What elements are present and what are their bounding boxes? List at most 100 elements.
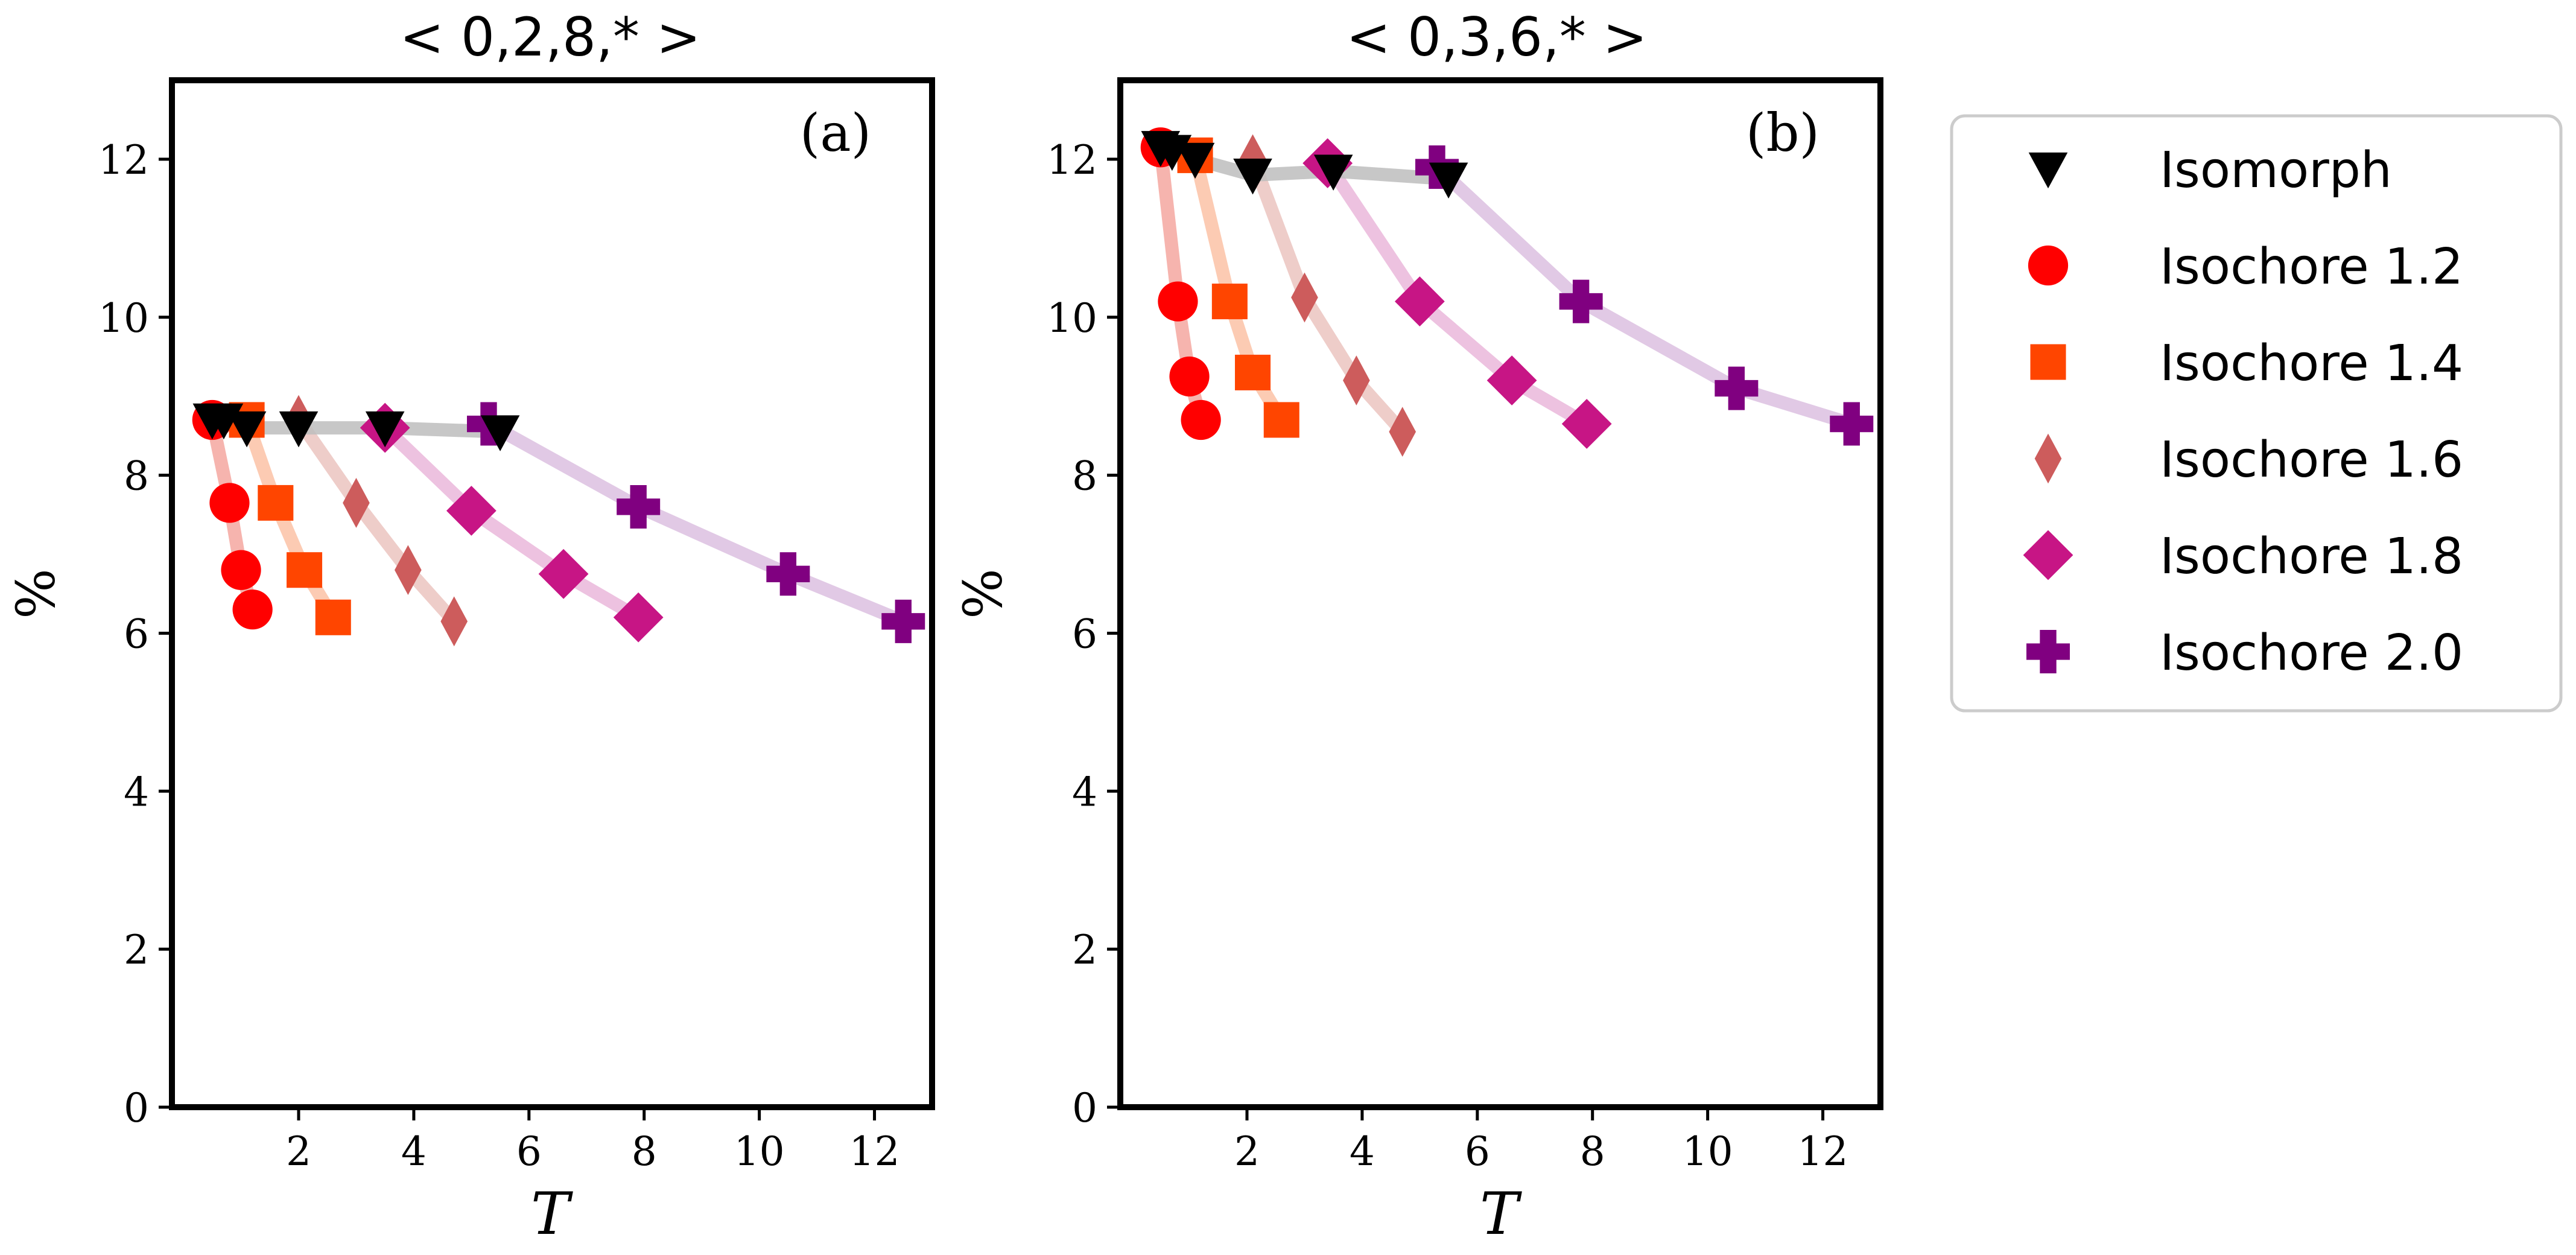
panel-a-xtick-label: 2 — [286, 1128, 311, 1175]
panel-b-isomorph-point — [1313, 154, 1353, 191]
panel-b-isomorph-point — [1175, 142, 1215, 179]
panel-b: < 0,3,6,* > 2 4 6 8 10 12 0 2 4 6 8 10 12 (b) T % — [952, 6, 1883, 1248]
panel-b-ytick-label: 2 — [1072, 927, 1097, 973]
panel-b-ytick-label: 4 — [1072, 769, 1097, 815]
legend-isochore-1-6-marker — [2034, 433, 2062, 484]
panel-b-isochore-1-4-point — [1211, 284, 1248, 320]
panel-b-isochore-1-2-point — [1169, 356, 1210, 397]
panel-b-isochore-2-0-point — [1559, 279, 1603, 323]
panel-b-frame — [1117, 77, 1883, 1110]
panel-a-isochore-1-8-point — [613, 592, 664, 643]
panel-b-markers — [1140, 127, 1874, 457]
legend-entry-isochore-1-2: Isochore 1.2 — [2028, 238, 2463, 296]
panel-a-isomorph-point — [279, 411, 319, 448]
panel-b-isochore-1-2-point — [1158, 281, 1198, 322]
panel-a-xtick-label: 12 — [849, 1128, 900, 1175]
legend-entry-isochore-1-8: Isochore 1.8 — [2023, 528, 2463, 585]
legend-isochore-1-2-label: Isochore 1.2 — [2160, 238, 2463, 296]
panel-a-ytick-label: 12 — [98, 137, 149, 183]
panel-b-xtick-label: 12 — [1798, 1128, 1848, 1175]
legend-entries: Isomorph Isochore 1.2 Isochore 1.4 Isochore… — [2023, 142, 2463, 682]
legend-isochore-2-0-label: Isochore 2.0 — [2160, 624, 2463, 682]
panel-b-isochore-2-0-point — [1715, 366, 1759, 410]
panel-b-isochore-1-2-line — [1153, 141, 1208, 427]
panel-b-ytick-label: 10 — [1047, 295, 1097, 342]
panel-a-xtick-label: 6 — [516, 1128, 542, 1175]
panel-b-isochore-2-0-line — [1430, 160, 1859, 431]
legend-entry-isomorph: Isomorph — [2028, 142, 2392, 199]
panel-a-isochore-1-4-line — [240, 413, 340, 624]
panel-a-isochore-1-6-point — [395, 545, 422, 596]
panel-b-isochore-1-8-point — [1486, 355, 1537, 405]
panel-a: < 0,2,8,* > 2 4 6 8 10 12 0 2 4 6 8 10 12 (a) T % — [5, 6, 935, 1248]
panel-a-xtick-label: 10 — [734, 1128, 785, 1175]
panel-b-xtick-label: 2 — [1234, 1128, 1260, 1175]
panel-a-xlabel: T — [531, 1180, 573, 1248]
panel-a-ytick-label: 0 — [124, 1085, 149, 1131]
legend-isochore-1-2-marker — [2028, 245, 2069, 286]
panel-b-ytick-label: 0 — [1072, 1085, 1097, 1131]
panel-a-isochore-1-8-point — [538, 548, 589, 599]
panel-a-isochore-1-2-point — [221, 550, 261, 590]
panel-b-label: (b) — [1746, 103, 1819, 164]
legend-isochore-2-0-marker — [2026, 630, 2070, 673]
legend-entry-isochore-1-4: Isochore 1.4 — [2030, 335, 2463, 392]
panel-a-title: < 0,2,8,* > — [399, 6, 700, 68]
panel-a-ytick-label: 8 — [124, 453, 149, 500]
panel-b-ytick-label: 8 — [1072, 453, 1097, 500]
legend-isomorph-label: Isomorph — [2160, 142, 2392, 199]
panel-b-isochore-1-4-line — [1188, 148, 1289, 427]
panel-a-xtick-label: 8 — [632, 1128, 657, 1175]
panel-a-isochore-1-4-point — [258, 485, 294, 521]
panel-b-ytick-label: 6 — [1072, 611, 1097, 657]
panel-a-ylabel: % — [5, 568, 67, 619]
legend: Isomorph Isochore 1.2 Isochore 1.4 Isochore… — [1950, 114, 2563, 713]
panel-b-isomorph-point — [1233, 158, 1272, 195]
panel-a-isochore-2-0-point — [766, 552, 810, 596]
panel-b-title: < 0,3,6,* > — [1346, 6, 1647, 68]
panel-a-isochore-1-8-point — [446, 486, 496, 536]
panel-b-isochore-1-6-point — [1343, 355, 1370, 405]
panel-a-isochore-1-2-point — [232, 589, 273, 630]
panel-b-xticks: 2 4 6 8 10 12 — [1234, 1107, 1848, 1175]
panel-b-isochore-1-2-point — [1181, 399, 1221, 440]
panel-a-isochore-1-2-line — [205, 413, 259, 617]
legend-isochore-1-8-label: Isochore 1.8 — [2160, 528, 2463, 585]
panel-a-isochore-1-2-point — [209, 483, 250, 523]
legend-box — [1950, 114, 2563, 713]
panel-a-label: (a) — [800, 103, 871, 164]
panel-b-isochore-1-6-line — [1246, 152, 1409, 439]
panel-a-isochore-2-0-point — [881, 599, 925, 643]
panel-a-isochore-1-6-line — [292, 413, 461, 628]
panel-b-isochore-1-4-point — [1235, 354, 1271, 390]
panel-a-isomorph-point — [365, 411, 405, 448]
panel-a-isomorph-point — [227, 411, 267, 448]
panel-b-xtick-label: 4 — [1350, 1128, 1375, 1175]
panel-b-ylabel: % — [952, 568, 1014, 619]
panel-b-isochore-1-8-line — [1321, 156, 1594, 431]
panel-b-isochore-1-8-point — [1394, 276, 1445, 326]
panel-a-xtick-label: 4 — [401, 1128, 427, 1175]
panel-a-ytick-label: 4 — [124, 769, 149, 815]
panel-a-ytick-label: 6 — [124, 611, 149, 657]
legend-isochore-1-4-marker — [2030, 344, 2066, 380]
panel-b-xtick-label: 10 — [1683, 1128, 1733, 1175]
panel-a-frame — [169, 77, 935, 1110]
panel-a-yticks: 0 2 4 6 8 10 12 — [98, 137, 172, 1131]
panel-b-ytick-label: 12 — [1047, 137, 1097, 183]
panel-b-xlabel: T — [1480, 1180, 1522, 1248]
panel-b-isochore-1-6-point — [1389, 407, 1416, 457]
legend-isochore-1-6-label: Isochore 1.6 — [2160, 431, 2463, 489]
panel-a-isochore-1-4-point — [287, 552, 323, 588]
panel-b-xtick-label: 8 — [1580, 1128, 1605, 1175]
legend-isomorph-marker — [2028, 152, 2068, 189]
panel-b-lines — [1153, 141, 1859, 439]
panel-a-isochore-2-0-line — [482, 417, 910, 628]
panel-a-isochore-1-8-line — [378, 421, 646, 624]
panel-b-yticks: 0 2 4 6 8 10 12 — [1047, 137, 1120, 1131]
legend-isochore-1-8-marker — [2023, 530, 2073, 580]
panel-a-isochore-2-0-point — [617, 485, 661, 529]
panel-a-isochore-1-6-point — [343, 478, 370, 528]
panel-a-isomorph-point — [480, 415, 520, 451]
